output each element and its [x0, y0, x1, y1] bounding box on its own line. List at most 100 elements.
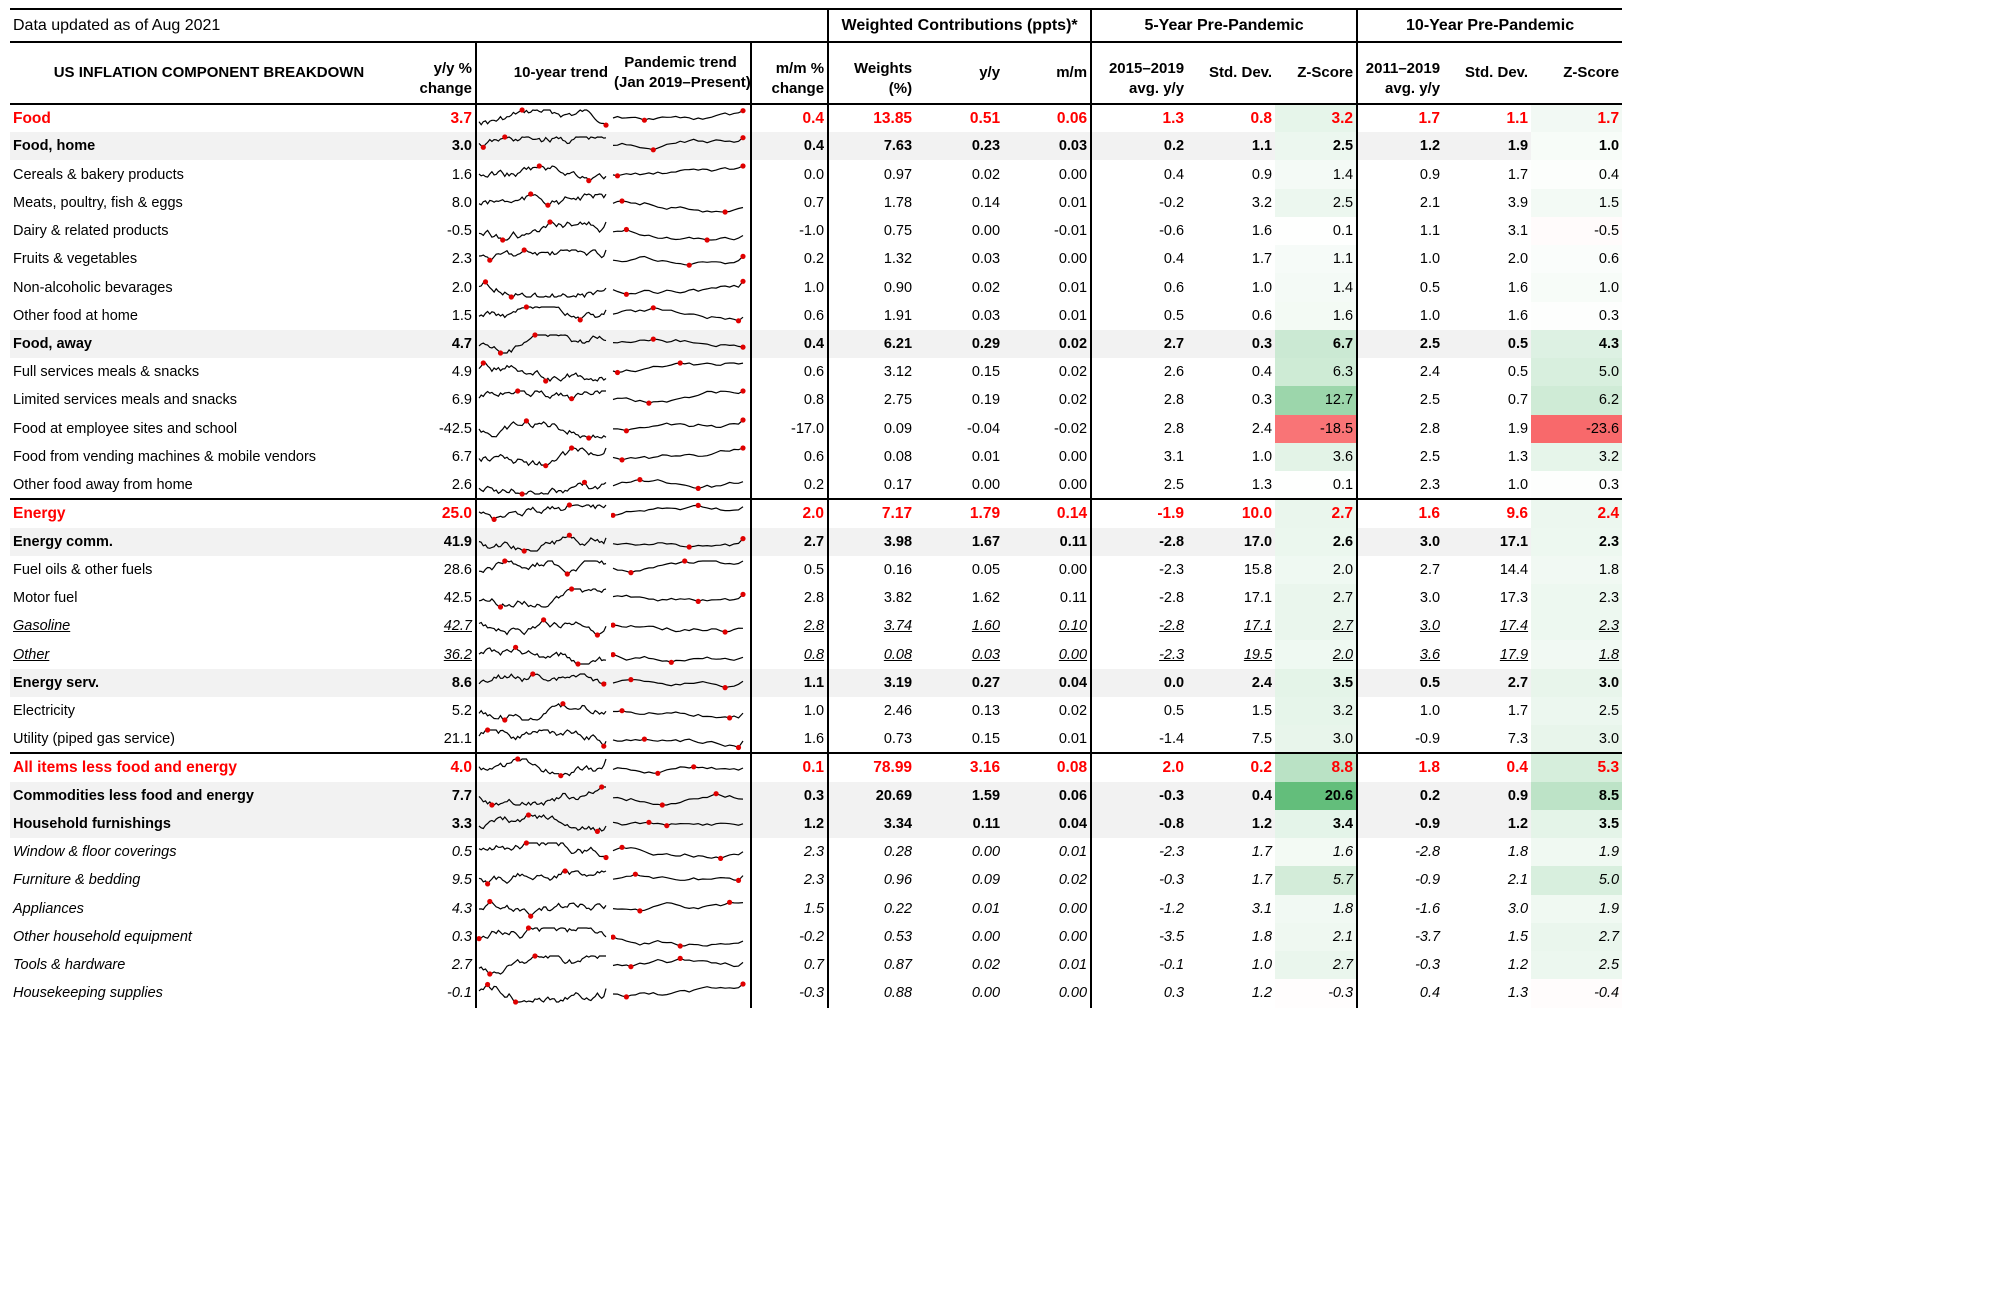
component-name: Energy comm.	[10, 527, 408, 556]
sparkline-marker	[614, 172, 621, 178]
cell-wy: 0.00	[971, 223, 1001, 240]
cell-mm: 0.4	[749, 132, 829, 161]
sparkline-marker	[528, 191, 534, 197]
col-header-wc-mm: m/m	[1003, 42, 1092, 105]
cell-wy: 1.60	[971, 618, 1001, 635]
sparkline-path	[612, 901, 744, 912]
cell-yy: 4.7	[408, 329, 476, 359]
cell-z10: 2.3	[1531, 583, 1623, 613]
cell-mm: 2.8	[749, 583, 829, 613]
col-header-pandemic-trend: Pandemic trend (Jan 2019–Present)	[611, 42, 751, 105]
ten-year-sparkline	[475, 866, 611, 895]
sparkline-path	[612, 447, 744, 461]
cell-s10: 1.3	[1507, 448, 1529, 465]
cell-s10: 17.4	[1499, 618, 1529, 635]
cell-a10: 1.0	[1356, 245, 1444, 274]
cell-wy: 0.00	[971, 844, 1001, 861]
sparkline-path	[478, 447, 607, 467]
sparkline-chart	[478, 162, 607, 183]
sparkline-marker	[727, 715, 733, 721]
sparkline-path	[612, 280, 744, 295]
pandemic-sparkline	[611, 471, 751, 499]
cell-wy: 1.62	[971, 590, 1001, 607]
cell-a10: 3.0	[1356, 583, 1444, 613]
cell-yy: 5.2	[451, 703, 472, 720]
cell-wy: 0.05	[971, 561, 1001, 578]
cell-wy: 0.00	[971, 985, 1001, 1002]
cell-z10: 3.2	[1531, 442, 1623, 472]
cell-a10: 1.0	[1356, 301, 1444, 330]
cell-s5: 17.1	[1243, 590, 1273, 607]
cell-a10: 1.8	[1356, 752, 1444, 782]
cell-s5: 1.0	[1251, 957, 1273, 974]
cell-a5: 0.6	[1090, 273, 1188, 302]
sparkline-chart	[612, 476, 744, 491]
cell-w: 0.75	[827, 216, 916, 246]
pandemic-sparkline	[611, 358, 751, 386]
pandemic-sparkline	[611, 302, 751, 330]
sparkline-path	[478, 164, 607, 181]
sparkline-marker	[566, 502, 572, 508]
cell-wy: 0.15	[971, 364, 1001, 381]
cell-a5: 0.3	[1090, 979, 1188, 1008]
cell-mm: 0.8	[749, 386, 829, 415]
sparkline-chart	[478, 445, 607, 469]
sparkline-marker	[603, 855, 609, 861]
cell-mm: 2.7	[749, 527, 829, 556]
table-row: Gasoline 42.7 2.8 3.74 1.60 0.10 -2.8 17.1 2.7 3.…	[10, 612, 1623, 641]
cell-wm: 0.00	[1058, 900, 1088, 917]
sparkline-marker	[619, 844, 625, 851]
cell-wm: -0.01	[1054, 223, 1088, 240]
component-name: Electricity	[13, 703, 76, 720]
cell-s10: 14.4	[1499, 561, 1529, 578]
pandemic-sparkline	[611, 415, 751, 443]
cell-wm: 0.00	[1058, 928, 1088, 945]
cell-a10: 0.9	[1356, 160, 1444, 189]
sparkline-path	[612, 821, 744, 827]
cell-yy: 4.3	[451, 900, 472, 917]
component-name: Appliances	[13, 900, 84, 917]
cell-w: 3.34	[827, 809, 916, 839]
sparkline-marker	[740, 135, 746, 141]
sparkline-path	[478, 362, 607, 383]
cell-z10: 2.3	[1531, 527, 1623, 556]
col-header-wc-yy: y/y	[915, 42, 1004, 105]
cell-wm: 0.00	[1058, 561, 1088, 578]
pandemic-sparkline	[611, 725, 751, 753]
ten-year-sparkline	[475, 414, 611, 443]
ten-year-sparkline	[475, 160, 611, 189]
table-row: Food, home 3.0 0.4 7.63 0.23 0.03 0.2 1.1 2.5 1.2…	[10, 132, 1623, 161]
cell-yy: -0.1	[447, 985, 472, 1002]
cell-z10: 5.0	[1531, 866, 1623, 895]
sparkline-marker	[611, 934, 616, 940]
sparkline-path	[478, 673, 607, 685]
cell-wy: 0.01	[971, 448, 1001, 465]
pandemic-sparkline	[611, 584, 751, 612]
cell-mm: 1.2	[749, 809, 829, 839]
cell-wy: -0.04	[967, 420, 1001, 437]
sparkline-path	[478, 390, 606, 400]
component-name: Meats, poultry, fish & eggs	[13, 194, 183, 211]
ten-year-sparkline	[475, 245, 611, 274]
cell-s10: 1.5	[1507, 928, 1529, 945]
sparkline-marker	[628, 964, 634, 970]
component-name: Motor fuel	[13, 590, 78, 607]
sparkline-path	[478, 221, 607, 241]
sparkline-chart	[478, 701, 607, 723]
sparkline-marker	[722, 629, 728, 635]
cell-yy: 0.3	[451, 928, 472, 945]
sparkline-marker	[594, 632, 600, 638]
ten-year-sparkline	[475, 809, 611, 839]
pandemic-sparkline	[611, 498, 751, 528]
sparkline-marker	[513, 644, 519, 650]
sparkline-chart	[478, 332, 607, 356]
cell-z5: 1.6	[1275, 301, 1358, 330]
ten-year-sparkline	[475, 386, 611, 415]
cell-s10: 1.8	[1507, 844, 1529, 861]
ten-year-sparkline	[475, 527, 611, 556]
table-row: All items less food and energy 4.0 0.1 78.9…	[10, 752, 1623, 782]
sparkline-marker	[740, 162, 746, 169]
ten-year-sparkline	[475, 583, 611, 613]
table-row: Dairy & related products -0.5 -1.0 0.75 0.00…	[10, 216, 1623, 246]
cell-z5: 3.6	[1275, 442, 1358, 472]
